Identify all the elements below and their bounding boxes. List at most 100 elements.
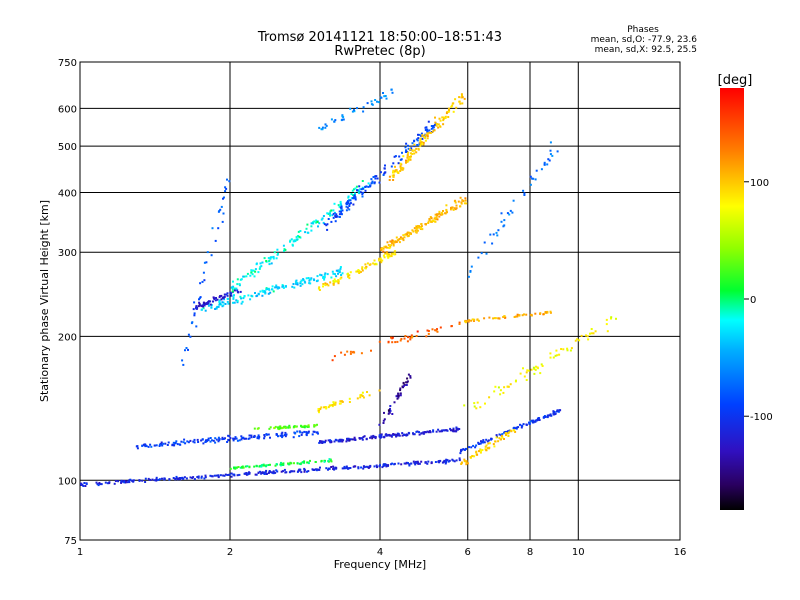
echo-point: [121, 480, 124, 483]
echo-point: [250, 271, 253, 274]
echo-point: [351, 110, 354, 113]
echo-point: [361, 395, 364, 397]
echo-point: [392, 243, 395, 246]
echo-point: [418, 133, 421, 136]
echo-point: [401, 151, 403, 154]
echo-point: [323, 406, 326, 409]
echo-point: [455, 106, 458, 109]
echo-point: [225, 293, 228, 296]
echo-point: [221, 220, 224, 223]
echo-point: [189, 476, 192, 479]
echo-point: [218, 300, 221, 303]
echo-point: [199, 296, 202, 299]
echo-point: [335, 466, 338, 469]
echo-point: [241, 465, 244, 468]
echo-point: [179, 443, 182, 446]
echo-point: [338, 271, 341, 274]
echo-point: [280, 463, 283, 466]
echo-point: [422, 143, 425, 146]
echo-point: [242, 275, 245, 278]
echo-point: [358, 185, 361, 188]
echo-point: [402, 239, 405, 242]
echo-point: [417, 225, 419, 227]
echo-point: [478, 442, 481, 445]
echo-point: [574, 339, 577, 342]
echo-point: [255, 295, 258, 298]
echo-point: [409, 232, 412, 235]
echo-point: [394, 155, 397, 158]
echo-point: [338, 402, 341, 405]
echo-point: [97, 484, 100, 487]
echo-point: [248, 471, 251, 474]
echo-point: [249, 298, 252, 301]
echo-point: [590, 332, 593, 335]
echo-point: [85, 483, 88, 485]
echo-point: [201, 438, 204, 441]
echo-point: [549, 149, 552, 152]
echo-point: [432, 125, 435, 127]
echo-point: [410, 147, 413, 150]
echo-point: [318, 286, 321, 289]
echo-point: [221, 436, 224, 439]
echo-point: [513, 316, 516, 318]
chart-subtitle: RwPretec (8p): [334, 44, 425, 59]
echo-point: [378, 465, 381, 468]
echo-point: [232, 301, 234, 304]
echo-point: [207, 439, 210, 442]
echo-point: [334, 211, 336, 214]
echo-point: [301, 461, 304, 464]
echo-point: [292, 436, 295, 439]
echo-point: [316, 220, 319, 223]
echo-point: [340, 351, 343, 354]
echo-point: [399, 162, 402, 165]
echo-point: [394, 341, 397, 344]
echo-point: [463, 458, 466, 461]
echo-point: [341, 400, 343, 403]
echo-point: [327, 218, 330, 220]
echo-point: [461, 96, 464, 99]
echo-point: [534, 368, 537, 371]
echo-point: [569, 349, 572, 352]
echo-point: [353, 109, 355, 112]
echo-point: [213, 297, 215, 300]
echo-point: [393, 462, 396, 465]
echo-point: [373, 465, 376, 468]
phase-stats-o: mean, sd,O: -77.9, 23.6: [591, 35, 698, 45]
echo-point: [309, 278, 312, 281]
echo-point: [405, 159, 407, 162]
echo-point: [448, 459, 451, 462]
echo-point: [197, 441, 200, 443]
echo-point: [256, 436, 259, 439]
echo-point: [400, 168, 403, 171]
echo-point: [117, 480, 120, 483]
echo-point: [415, 147, 418, 150]
echo-point: [389, 405, 392, 407]
echo-point: [253, 434, 256, 437]
echo-point: [479, 406, 482, 409]
echo-point: [406, 340, 409, 343]
echo-point: [486, 447, 489, 450]
echo-point: [270, 471, 273, 474]
echo-point: [482, 439, 485, 442]
echo-point: [393, 253, 396, 256]
echo-point: [200, 475, 203, 478]
echo-point: [269, 256, 272, 259]
echo-point: [373, 181, 376, 184]
echo-point: [282, 470, 284, 473]
echo-point: [436, 214, 439, 217]
echo-point: [299, 284, 302, 287]
echo-point: [552, 412, 555, 415]
echo-point: [272, 257, 275, 260]
echo-point: [495, 436, 498, 439]
echo-point: [248, 437, 251, 440]
echo-point: [287, 426, 290, 429]
echo-point: [175, 475, 178, 478]
echo-point: [282, 244, 285, 247]
echo-point: [388, 253, 391, 256]
echo-point: [480, 252, 483, 255]
echo-point: [368, 394, 371, 397]
echo-point: [202, 442, 205, 445]
echo-point: [405, 149, 407, 152]
